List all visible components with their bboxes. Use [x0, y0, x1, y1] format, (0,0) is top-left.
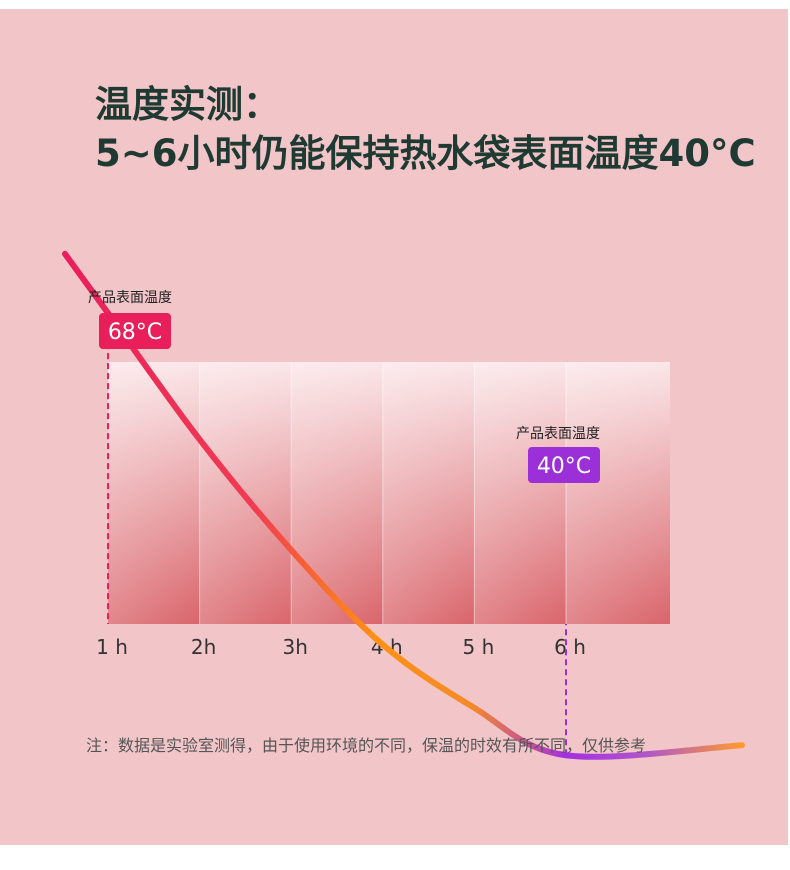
headline-line-2: 5~6小时仍能保持热水袋表面温度40°C [95, 132, 756, 175]
plot-column [566, 362, 670, 624]
callout-value: 68°C [108, 320, 162, 345]
x-tick-label: 1 h [96, 635, 128, 659]
callout-badge [528, 447, 600, 483]
headline-line-1: 温度实测： [95, 83, 280, 126]
callout-label: 产品表面温度 [88, 290, 172, 306]
callout-label: 产品表面温度 [516, 426, 600, 442]
plot-column [291, 362, 383, 624]
x-tick-label: 5 h [463, 635, 495, 659]
plot-column [108, 362, 200, 624]
gridlines [108, 362, 670, 624]
callout-badge [99, 313, 171, 349]
plot-column [382, 362, 475, 624]
plot-column [474, 362, 566, 624]
annotations-group: 产品表面温度 68°C 产品表面温度 40°C [88, 290, 600, 756]
x-tick-label: 6 h [554, 635, 586, 659]
x-tick-label: 3h [282, 635, 307, 659]
callout-value: 40°C [537, 454, 591, 479]
footnote: 注：数据是实验室测得，由于使用环境的不同，保温的时效有所不同，仅供参考 [86, 736, 647, 755]
x-tick-label: 2h [191, 635, 216, 659]
